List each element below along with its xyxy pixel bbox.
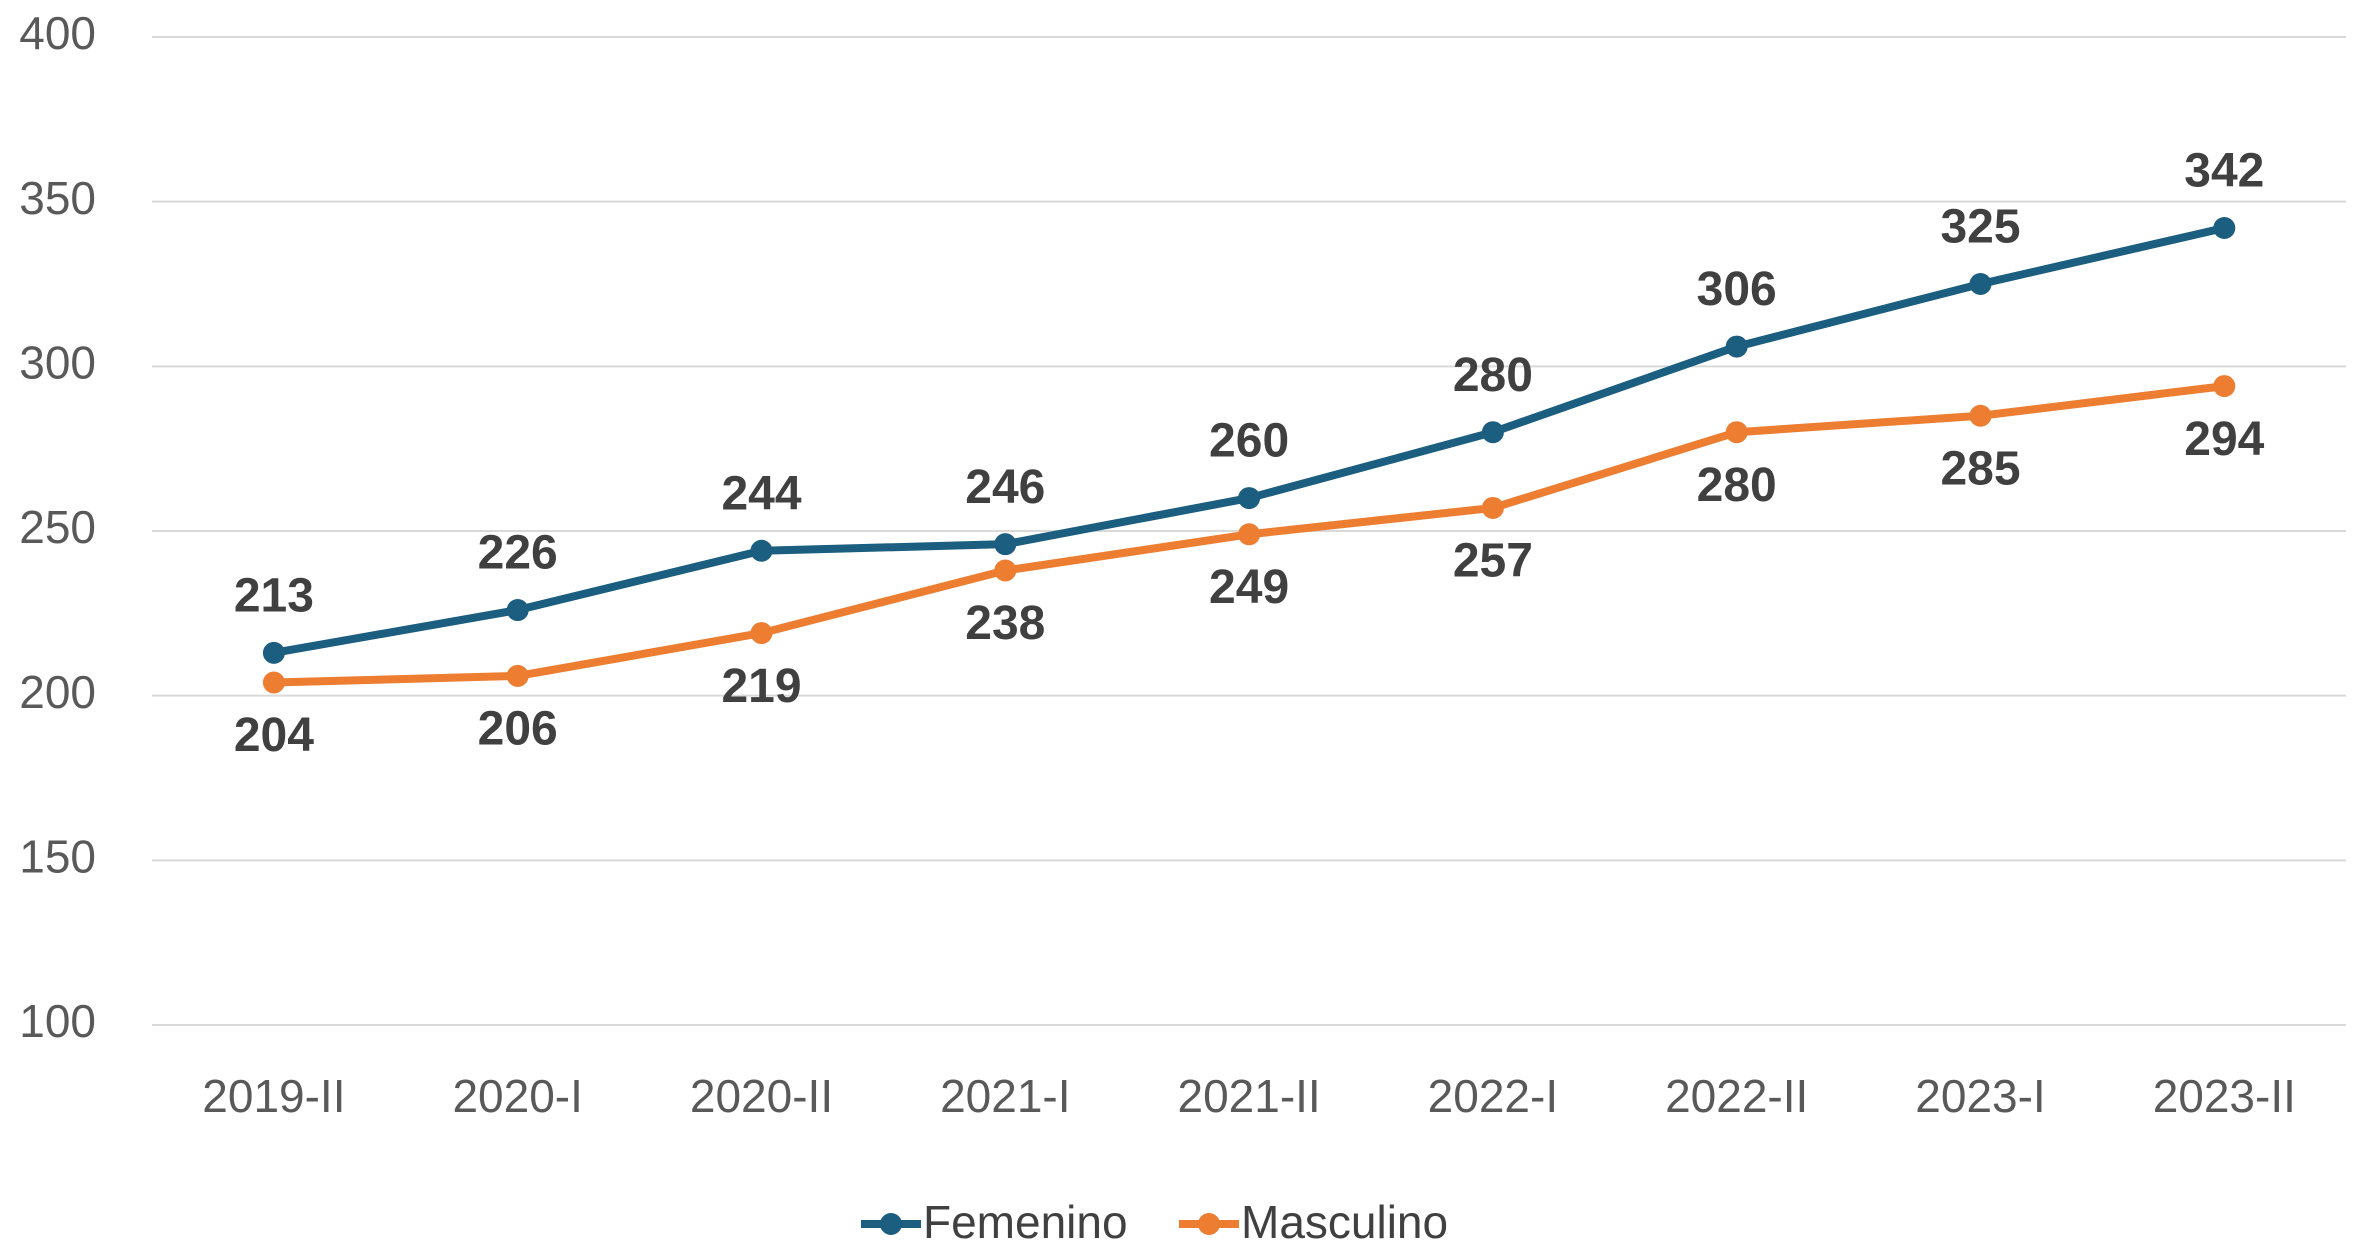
x-tick-label: 2023-II [2153,1070,2296,1122]
data-label: 226 [478,527,558,580]
marker [2213,375,2236,398]
data-label: 285 [1940,442,2020,495]
data-label: 342 [2184,145,2264,198]
legend-marker [880,1213,902,1235]
data-label: 249 [1209,561,1289,614]
legend-item: Femenino [861,1196,1128,1248]
marker [750,622,773,645]
data-label: 238 [965,597,1045,650]
legend-label: Masculino [1241,1196,1448,1248]
data-label: 260 [1209,415,1289,468]
x-tick-label: 2021-II [1177,1070,1320,1122]
marker [1481,496,1504,519]
x-tick-label: 2022-II [1665,1070,1808,1122]
marker [1725,335,1748,358]
data-label: 204 [234,709,314,762]
y-tick-label: 300 [19,336,96,388]
legend-item: Masculino [1179,1196,1448,1248]
x-tick-label: 2021-I [940,1070,1070,1122]
legend-marker [1198,1213,1220,1235]
data-label: 213 [234,570,314,623]
data-label: 280 [1697,459,1777,512]
marker [2213,217,2236,240]
marker [994,559,1017,582]
data-label: 206 [478,703,558,756]
data-label: 280 [1453,349,1533,402]
x-tick-label: 2020-I [452,1070,582,1122]
y-tick-label: 350 [19,172,96,224]
x-tick-label: 2022-I [1428,1070,1558,1122]
marker [262,671,285,694]
data-label: 219 [721,660,801,713]
x-tick-label: 2023-I [1915,1070,2045,1122]
data-label: 257 [1453,535,1533,588]
marker [1969,404,1992,427]
data-label: 246 [965,461,1045,514]
x-tick-label: 2019-II [202,1070,345,1122]
marker [1481,421,1504,444]
data-label: 294 [2184,413,2264,466]
marker [1238,523,1261,546]
marker [506,664,529,687]
y-tick-label: 250 [19,501,96,553]
x-tick-label: 2020-II [690,1070,833,1122]
marker [262,641,285,664]
y-tick-label: 200 [19,666,96,718]
y-tick-label: 150 [19,830,96,882]
marker [750,539,773,562]
legend-label: Femenino [923,1196,1128,1248]
data-label: 325 [1940,201,2020,254]
data-label: 306 [1697,263,1777,316]
marker [994,533,1017,556]
marker [506,599,529,622]
y-tick-label: 100 [19,995,96,1047]
data-label: 244 [721,467,801,520]
marker [1725,421,1748,444]
marker [1969,273,1992,295]
y-tick-label: 400 [19,7,96,59]
marker [1238,487,1261,510]
